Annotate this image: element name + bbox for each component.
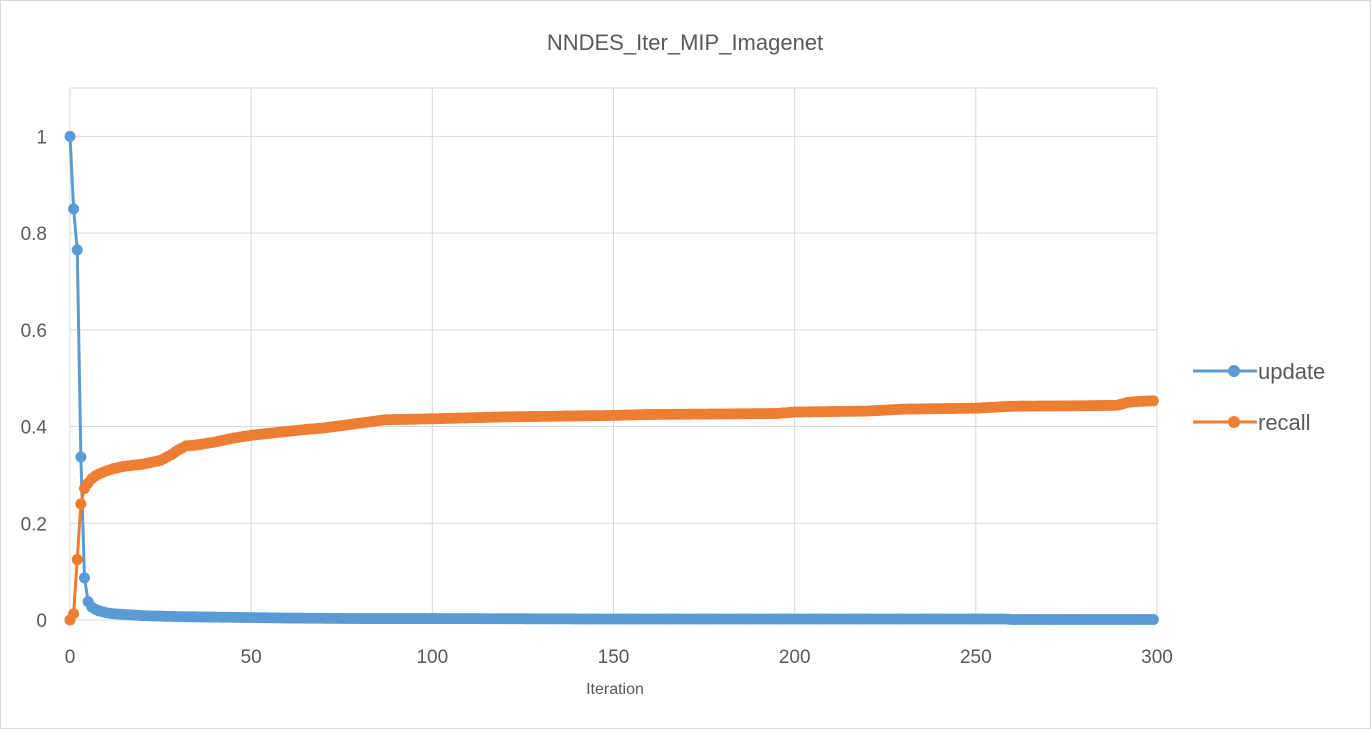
x-tick-label: 0 (65, 647, 76, 668)
x-tick-label: 300 (1141, 647, 1173, 668)
series-layer (64, 130, 1159, 626)
legend-label: recall (1258, 410, 1311, 435)
series-line-update (68, 136, 1154, 622)
y-tick-label: 0.6 (21, 321, 47, 342)
data-point-recall (1147, 395, 1159, 407)
x-axis-title: Iteration (586, 681, 644, 698)
data-point-recall (68, 608, 80, 620)
x-tick-label: 50 (241, 647, 262, 668)
chart-title: NNDES_Iter_MIP_Imagenet (547, 30, 823, 55)
y-tick-label: 0.4 (21, 418, 48, 439)
series-update (64, 130, 1159, 626)
x-tick-label: 100 (416, 647, 448, 668)
y-tick-label: 0.8 (21, 224, 47, 245)
legend-marker (1228, 365, 1240, 377)
x-tick-label: 200 (779, 647, 811, 668)
series-recall (64, 395, 1159, 626)
data-point-recall (71, 554, 83, 566)
legend-label: update (1258, 359, 1325, 384)
x-tick-label: 150 (598, 647, 630, 668)
x-tick-label: 250 (960, 647, 992, 668)
legend-item-recall: recall (1193, 410, 1311, 435)
data-point-recall (75, 498, 87, 510)
legend: update recall (1193, 359, 1325, 435)
data-point-update (68, 203, 80, 215)
y-tick-label: 0.2 (21, 514, 47, 535)
grid (69, 87, 1158, 621)
axes: 0 0.2 0.4 0.6 0.8 1 0 50 100 150 200 250 300 (21, 127, 1173, 668)
data-point-update (71, 244, 83, 256)
data-point-update (75, 451, 87, 463)
data-point-update (78, 572, 90, 584)
y-tick-label: 1 (36, 127, 47, 148)
y-tick-label: 0 (36, 611, 47, 632)
data-point-update (1147, 614, 1159, 626)
legend-marker (1228, 416, 1240, 428)
legend-item-update: update (1193, 359, 1325, 384)
data-point-update (64, 130, 76, 142)
